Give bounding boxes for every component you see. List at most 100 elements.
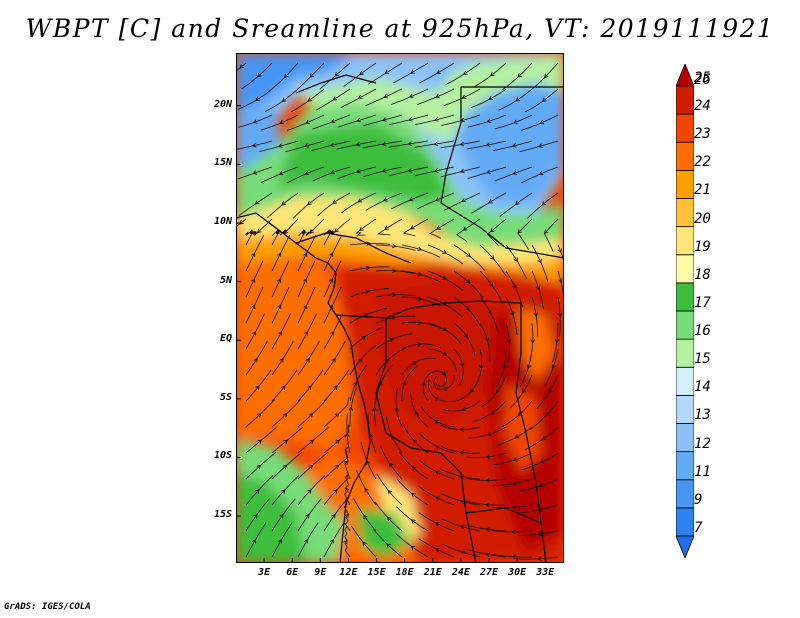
colorbar-level-label: 16 [694,323,711,340]
streamline-arrow [386,516,392,522]
colorbar-level-label: 13 [694,407,711,424]
streamline-arrow [384,225,389,230]
streamline-arrow [281,489,286,494]
streamline-arrow [239,220,244,225]
streamline-arrow [387,489,393,495]
colorbar-level-label: 18 [694,266,711,283]
streamline-arrow [302,229,307,235]
streamline-arrow [255,385,260,390]
streamline-arrow [253,513,258,519]
streamline-arrow [252,330,257,336]
streamline-arrow [434,496,440,501]
streamline-arrow [441,371,447,376]
streamline-arrow [465,279,471,284]
streamline-arrow [256,228,262,234]
colorbar-level-label: 7 [694,519,703,536]
streamline-arrow [442,351,448,356]
streamline-arrow [278,330,283,336]
streamline-arrow [434,197,440,202]
colorbar-bin [676,141,694,171]
streamline-arrow [329,142,335,147]
streamline-arrow [307,489,312,494]
streamline-arrow [459,362,465,368]
streamline-arrow [489,282,494,287]
streamline-arrow [382,197,388,202]
streamline-arrow [362,541,367,546]
lat-tick-label: EQ [219,333,232,345]
colorbar-level-label: 9 [694,491,703,508]
streamline-arrow [330,330,335,336]
streamline-arrow [278,171,284,176]
streamline-arrow [305,119,310,124]
streamline-arrow [303,252,308,258]
chart-title: WBPT [C] and Sreamline at 925hPa, VT: 20… [25,14,775,43]
streamline-arrow [381,117,387,122]
colorbar-level-label: 25 [694,69,711,86]
streamline-arrow [434,522,440,527]
streamline-arrow [391,315,397,321]
streamline-arrow [283,439,288,445]
colorbar-level-label: 17 [694,294,711,311]
streamline-arrow [330,169,335,175]
streamline-arrow [434,396,439,401]
streamline-arrow [436,225,441,230]
streamline-arrow [348,406,354,411]
streamline-arrow [251,142,257,148]
streamline-arrow [257,439,262,445]
streamline-arrow [489,227,495,233]
lon-tick-label: 3E [258,567,271,578]
streamline-arrow [510,311,515,317]
streamline-arrow [303,143,309,148]
streamline-arrow [355,141,361,147]
streamline-arrow [389,338,394,343]
streamline-arrow [386,543,391,548]
streamline-arrow [537,258,542,264]
streamline [236,140,273,150]
colorbar-min-triangle [676,535,694,558]
streamline-arrow [479,365,484,370]
colorbar [676,64,694,558]
streamline-arrow [372,406,377,411]
streamline-arrow [366,460,371,466]
streamline-arrow [254,200,260,205]
streamline-arrow [485,552,491,558]
streamline-arrow [442,275,447,280]
lon-tick-label: 21E [423,567,442,578]
colorbar-bin [676,479,694,509]
streamline-arrow [407,168,413,173]
colorbar-level-label: 11 [694,463,711,480]
streamline-arrow [511,554,516,560]
streamline-arrow [356,117,361,123]
streamline-arrow [252,170,258,175]
lon-tick-label: 12E [339,567,358,578]
streamline-arrow [533,312,539,318]
streamline-arrow [364,487,369,493]
streamline-arrow [392,292,397,298]
streamline-arrow [512,284,517,290]
coastline-west-africa [236,212,371,563]
lat-tick-label: 10S [213,450,232,462]
streamline-arrow [381,141,387,146]
streamline-arrow [282,412,288,418]
streamline-arrow [239,64,244,69]
colorbar-bin [676,507,694,537]
colorbar-level-label: 21 [694,182,711,199]
streamline [237,166,273,180]
streamline-arrow [407,117,413,122]
colorbar-level-label: 24 [694,98,711,115]
streamline-arrow [537,556,542,561]
streamline-arrow [488,95,493,100]
streamline-arrow [517,229,522,234]
streamline-arrow [357,94,363,99]
lon-tick-label: 15E [367,567,386,578]
streamline-arrow [417,342,423,347]
streamline-arrow [461,406,467,412]
streamline-arrow [410,69,415,74]
streamline-arrow [557,313,563,318]
streamline-arrow [537,531,543,537]
streamline-arrow [514,434,520,439]
streamline-arrow [357,198,363,203]
streamline-arrow [307,385,312,390]
streamline-arrow [251,304,256,310]
streamline-arrow [541,97,547,102]
